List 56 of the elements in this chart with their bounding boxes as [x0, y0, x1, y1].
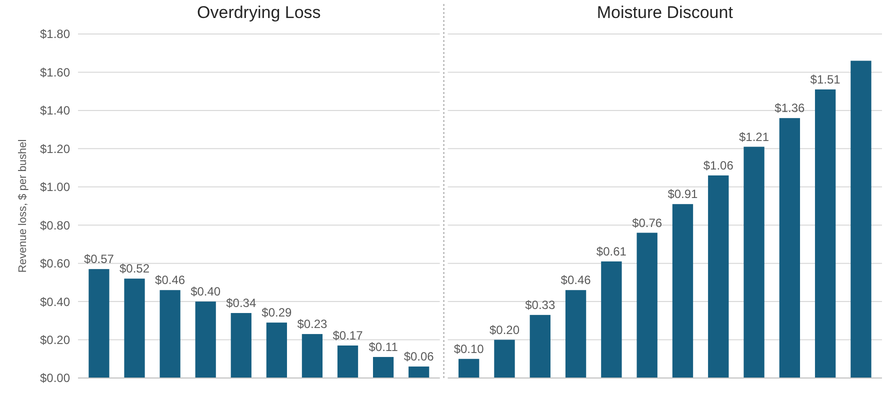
- bar: [160, 290, 180, 378]
- y-tick-label: $1.60: [40, 65, 70, 80]
- y-tick-label: $1.40: [40, 104, 70, 118]
- bar: [814, 89, 836, 378]
- data-label: $1.06: [703, 158, 734, 172]
- y-tick-label: $1.20: [40, 142, 70, 156]
- bar: [373, 356, 394, 378]
- y-tick-label: $1.00: [40, 180, 70, 194]
- bar: [124, 278, 145, 378]
- data-label: $0.11: [368, 340, 398, 354]
- data-label: $0.57: [84, 252, 114, 266]
- data-label: $0.17: [332, 328, 364, 343]
- chart-title: Overdrying Loss: [197, 3, 321, 22]
- bar: [672, 204, 694, 378]
- bar: [266, 322, 287, 378]
- bar: [458, 358, 480, 378]
- data-label: $0.06: [404, 350, 434, 364]
- bar: [494, 340, 515, 378]
- data-label: $0.46: [560, 273, 592, 288]
- data-label: $0.33: [525, 298, 556, 312]
- bar: [530, 314, 550, 378]
- data-label: $0.10: [454, 342, 484, 356]
- y-tick-label: $0.60: [40, 256, 70, 271]
- data-label: $1.36: [774, 101, 806, 116]
- data-label: $0.61: [596, 244, 627, 258]
- data-label: $1.51: [810, 72, 841, 86]
- data-label: $0.34: [226, 296, 256, 310]
- data-label: $0.52: [119, 262, 150, 276]
- bar: [337, 346, 358, 378]
- y-tick-label: $0.80: [40, 218, 70, 232]
- bar: [88, 269, 110, 378]
- y-tick-label: $0.00: [40, 371, 70, 386]
- y-tick-label: $1.80: [40, 27, 70, 42]
- bar: [302, 334, 323, 378]
- bar: [601, 261, 622, 378]
- chart-title: Moisture Discount: [596, 3, 734, 22]
- data-label: $0.91: [668, 187, 698, 202]
- data-label: $0.23: [297, 317, 328, 332]
- y-axis-title: Revenue loss, $ per bushel: [17, 139, 29, 273]
- bar: [850, 60, 872, 378]
- data-label: $0.46: [155, 273, 186, 288]
- bar: [408, 366, 430, 378]
- y-tick-label: $0.20: [40, 332, 70, 347]
- bar: [708, 175, 729, 378]
- data-label: $1.21: [739, 130, 770, 144]
- data-label: $0.40: [190, 284, 221, 299]
- bar: [230, 313, 252, 378]
- data-label: $0.76: [632, 216, 662, 230]
- bar: [636, 232, 658, 378]
- data-label: $0.29: [262, 306, 292, 320]
- bar: [565, 290, 586, 378]
- y-tick-label: $0.40: [40, 294, 70, 309]
- bar: [744, 146, 764, 378]
- bar: [195, 302, 216, 378]
- bar: [779, 118, 800, 378]
- data-label: $0.20: [489, 322, 520, 337]
